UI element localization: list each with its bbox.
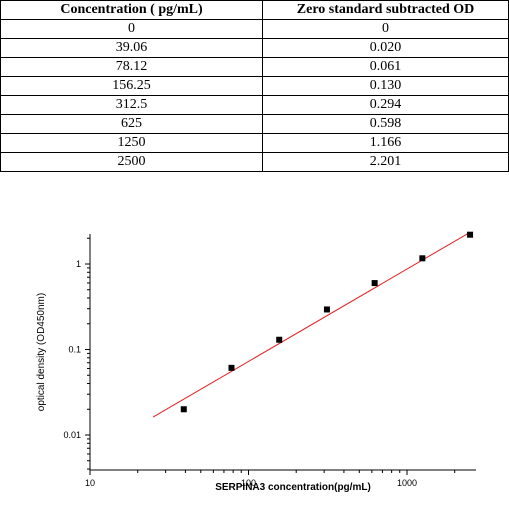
y-tick-label: 0.01 xyxy=(63,430,81,440)
table-row: 2500 2.201 xyxy=(0,152,509,172)
data-point xyxy=(323,306,330,313)
chart-ticks: 10 100 1000 0.01 0.1 1 xyxy=(63,237,456,488)
header-od: Zero standard subtracted OD xyxy=(262,0,509,20)
table-header-row: Concentration ( pg/mL) Zero standard sub… xyxy=(0,0,509,20)
x-tick-label: 1000 xyxy=(397,478,417,488)
cell-od: 0.294 xyxy=(262,95,509,115)
cell-od: 0 xyxy=(262,19,509,39)
header-concentration: Concentration ( pg/mL) xyxy=(0,0,263,20)
cell-concentration: 156.25 xyxy=(0,76,263,96)
table-row: 78.12 0.061 xyxy=(0,57,509,77)
cell-od: 0.020 xyxy=(262,38,509,58)
table-row: 0 0 xyxy=(0,19,509,39)
cell-od: 0.130 xyxy=(262,76,509,96)
y-tick-label: 1 xyxy=(76,259,81,269)
y-tick-label: 0.1 xyxy=(68,345,81,355)
data-points-group xyxy=(180,231,474,413)
data-point xyxy=(419,255,426,262)
data-point xyxy=(276,336,283,343)
table-row: 156.25 0.130 xyxy=(0,76,509,96)
data-point xyxy=(467,231,474,238)
x-tick-label: 100 xyxy=(241,478,256,488)
table-row: 1250 1.166 xyxy=(0,133,509,153)
cell-od: 2.201 xyxy=(262,152,509,172)
data-point xyxy=(180,406,187,413)
cell-concentration: 78.12 xyxy=(0,57,263,77)
x-axis-label: SERPINA3 concentration(pg/mL) xyxy=(215,482,371,493)
standard-curve-chart: 10 100 1000 0.01 0.1 1 SERPINA3 concentration… xyxy=(36,231,476,493)
cell-concentration: 2500 xyxy=(0,152,263,172)
cell-od: 1.166 xyxy=(262,133,509,153)
cell-od: 0.598 xyxy=(262,114,509,134)
cell-concentration: 39.06 xyxy=(0,38,263,58)
data-point xyxy=(371,280,378,287)
fit-line-group xyxy=(152,231,471,418)
cell-concentration: 0 xyxy=(0,19,263,39)
table-row: 312.5 0.294 xyxy=(0,95,509,115)
table-row: 625 0.598 xyxy=(0,114,509,134)
x-tick-label: 10 xyxy=(85,478,95,488)
cell-concentration: 312.5 xyxy=(0,95,263,115)
cell-concentration: 625 xyxy=(0,114,263,134)
cell-concentration: 1250 xyxy=(0,133,263,153)
data-point xyxy=(228,364,235,371)
chart-axes xyxy=(89,234,476,471)
standard-curve-table: Concentration ( pg/mL) Zero standard sub… xyxy=(0,0,509,172)
fit-line xyxy=(152,231,471,418)
cell-od: 0.061 xyxy=(262,57,509,77)
table-row: 39.06 0.020 xyxy=(0,38,509,58)
y-axis-label: optical density (OD450nm) xyxy=(36,293,47,411)
